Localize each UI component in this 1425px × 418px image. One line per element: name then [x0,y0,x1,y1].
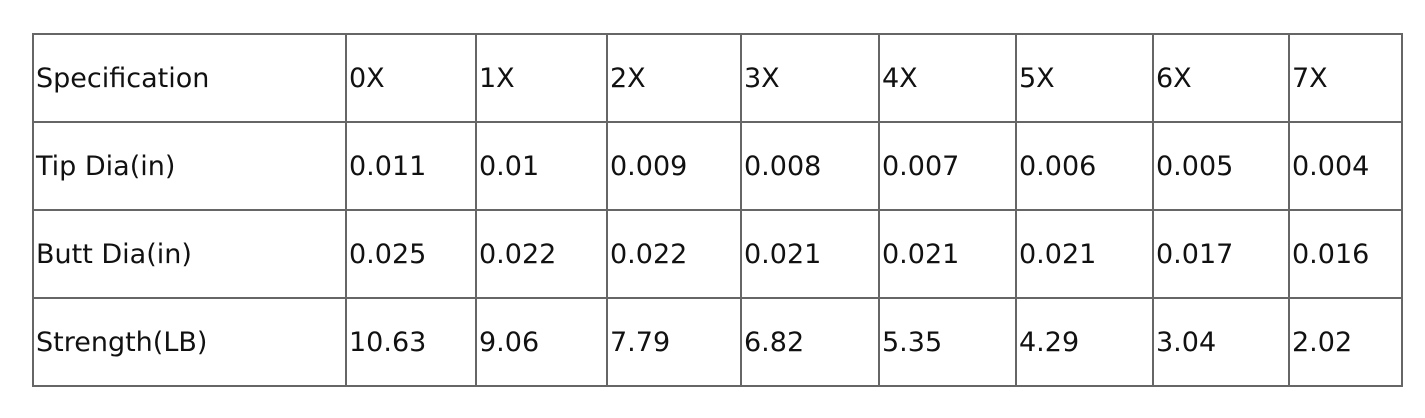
table-cell: 0.005 [1152,121,1290,211]
specification-table: Specification 0X 1X 2X 3X 4X 5X 6X 7X Tip Dia(in)… [32,33,1403,387]
table-cell: 5.35 [878,297,1017,387]
header-cell: 1X [475,33,608,123]
table-cell: 3.04 [1152,297,1290,387]
table-row: Strength(LB) 10.63 9.06 7.79 6.82 5.35 4.29 3.0… [32,297,1403,387]
table-cell: 0.022 [475,209,608,299]
table-cell: 0.021 [740,209,880,299]
header-cell: 7X [1288,33,1403,123]
table-cell: 0.01 [475,121,608,211]
table-row: Butt Dia(in) 0.025 0.022 0.022 0.021 0.021 0.0… [32,209,1403,299]
table-row: Tip Dia(in) 0.011 0.01 0.009 0.008 0.007 0.006… [32,121,1403,211]
header-cell: 5X [1015,33,1154,123]
table-cell: 0.008 [740,121,880,211]
table-cell: 6.82 [740,297,880,387]
table-cell: 2.02 [1288,297,1403,387]
table-cell: 0.007 [878,121,1017,211]
table-cell: 0.017 [1152,209,1290,299]
header-row: Specification 0X 1X 2X 3X 4X 5X 6X 7X [32,33,1403,123]
row-label-cell: Tip Dia(in) [32,121,347,211]
table-cell: 0.011 [345,121,477,211]
header-cell: 4X [878,33,1017,123]
table-cell: 4.29 [1015,297,1154,387]
table-cell: 0.009 [606,121,742,211]
header-cell: 6X [1152,33,1290,123]
table-cell: 0.021 [1015,209,1154,299]
table-cell: 0.016 [1288,209,1403,299]
table-cell: 0.022 [606,209,742,299]
row-label-cell: Butt Dia(in) [32,209,347,299]
table-cell: 0.004 [1288,121,1403,211]
table-cell: 9.06 [475,297,608,387]
table-cell: 10.63 [345,297,477,387]
table-cell: 7.79 [606,297,742,387]
header-cell: 2X [606,33,742,123]
header-cell: 3X [740,33,880,123]
row-label-cell: Strength(LB) [32,297,347,387]
table-cell: 0.006 [1015,121,1154,211]
header-cell: 0X [345,33,477,123]
table-cell: 0.021 [878,209,1017,299]
table-cell: 0.025 [345,209,477,299]
header-cell: Specification [32,33,347,123]
